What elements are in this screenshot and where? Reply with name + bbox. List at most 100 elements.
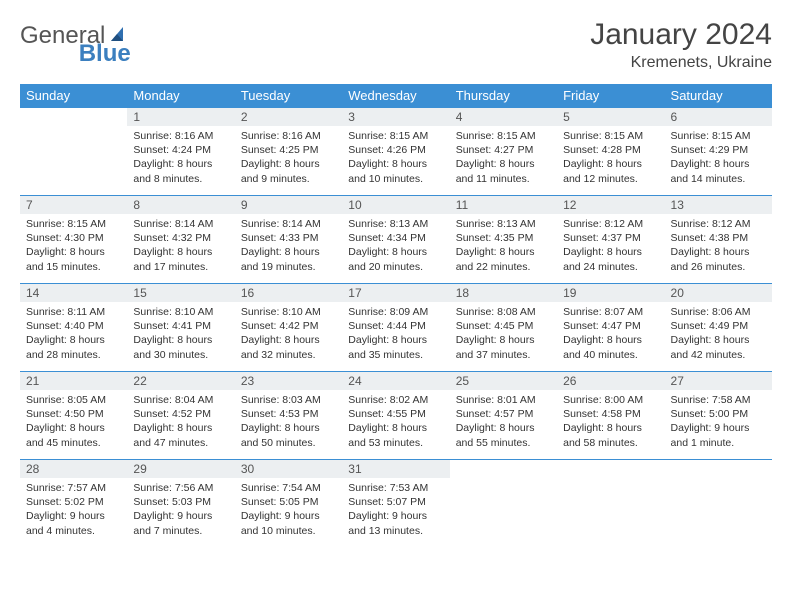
day-number: 15 [127, 284, 234, 302]
sunrise-text: Sunrise: 7:57 AM [26, 481, 121, 495]
calendar-cell: 2Sunrise: 8:16 AMSunset: 4:25 PMDaylight… [235, 108, 342, 196]
calendar-cell: 30Sunrise: 7:54 AMSunset: 5:05 PMDayligh… [235, 460, 342, 548]
day-number: 29 [127, 460, 234, 478]
sunset-text: Sunset: 4:49 PM [671, 319, 766, 333]
calendar-cell: 29Sunrise: 7:56 AMSunset: 5:03 PMDayligh… [127, 460, 234, 548]
sunrise-text: Sunrise: 8:12 AM [563, 217, 658, 231]
sunrise-text: Sunrise: 8:14 AM [133, 217, 228, 231]
brand-text-2: Blue [79, 40, 131, 67]
daylight-text: Daylight: 8 hours and 30 minutes. [133, 333, 228, 361]
sunset-text: Sunset: 4:37 PM [563, 231, 658, 245]
daylight-text: Daylight: 8 hours and 12 minutes. [563, 157, 658, 185]
sunset-text: Sunset: 4:27 PM [456, 143, 551, 157]
day-number: 11 [450, 196, 557, 214]
sunset-text: Sunset: 4:33 PM [241, 231, 336, 245]
sunrise-text: Sunrise: 8:15 AM [26, 217, 121, 231]
page-header: General January 2024 Kremenets, Ukraine [20, 18, 772, 72]
calendar-cell: 15 Sunrise: 8:10 AMSunset: 4:41 PMDayligh… [127, 284, 234, 372]
weekday-header: Thursday [450, 84, 557, 108]
sunrise-text: Sunrise: 8:06 AM [671, 305, 766, 319]
sunrise-text: Sunrise: 8:11 AM [26, 305, 121, 319]
sunrise-text: Sunrise: 7:56 AM [133, 481, 228, 495]
sunrise-text: Sunrise: 7:54 AM [241, 481, 336, 495]
day-number: 3 [342, 108, 449, 126]
day-details: Sunrise: 8:15 AMSunset: 4:30 PMDaylight:… [20, 214, 127, 278]
day-number: 6 [665, 108, 772, 126]
calendar-cell: 11Sunrise: 8:13 AMSunset: 4:35 PMDayligh… [450, 196, 557, 284]
day-details: Sunrise: 8:16 AMSunset: 4:24 PMDaylight:… [127, 126, 234, 190]
sunrise-text: Sunrise: 8:15 AM [456, 129, 551, 143]
sunset-text: Sunset: 4:53 PM [241, 407, 336, 421]
day-number: 25 [450, 372, 557, 390]
calendar-table: Sunday Monday Tuesday Wednesday Thursday… [20, 84, 772, 548]
sunrise-text: Sunrise: 8:12 AM [671, 217, 766, 231]
day-details: Sunrise: 8:12 AMSunset: 4:38 PMDaylight:… [665, 214, 772, 278]
calendar-cell: 27Sunrise: 7:58 AMSunset: 5:00 PMDayligh… [665, 372, 772, 460]
calendar-cell: 22Sunrise: 8:04 AMSunset: 4:52 PMDayligh… [127, 372, 234, 460]
calendar-cell: 26Sunrise: 8:00 AMSunset: 4:58 PMDayligh… [557, 372, 664, 460]
day-details: Sunrise: 7:57 AMSunset: 5:02 PMDaylight:… [20, 478, 127, 542]
daylight-text: Daylight: 8 hours and 26 minutes. [671, 245, 766, 273]
sunset-text: Sunset: 4:40 PM [26, 319, 121, 333]
calendar-cell: 9Sunrise: 8:14 AMSunset: 4:33 PMDaylight… [235, 196, 342, 284]
day-details: Sunrise: 7:54 AMSunset: 5:05 PMDaylight:… [235, 478, 342, 542]
daylight-text: Daylight: 9 hours and 7 minutes. [133, 509, 228, 537]
day-number: 22 [127, 372, 234, 390]
weekday-header: Sunday [20, 84, 127, 108]
weekday-header: Saturday [665, 84, 772, 108]
sunset-text: Sunset: 4:34 PM [348, 231, 443, 245]
daylight-text: Daylight: 8 hours and 50 minutes. [241, 421, 336, 449]
sunset-text: Sunset: 4:30 PM [26, 231, 121, 245]
day-number: 31 [342, 460, 449, 478]
sunset-text: Sunset: 4:45 PM [456, 319, 551, 333]
day-number: 23 [235, 372, 342, 390]
day-number: 12 [557, 196, 664, 214]
day-details: Sunrise: 8:15 AMSunset: 4:27 PMDaylight:… [450, 126, 557, 190]
daylight-text: Daylight: 8 hours and 58 minutes. [563, 421, 658, 449]
calendar-cell: 7Sunrise: 8:15 AMSunset: 4:30 PMDaylight… [20, 196, 127, 284]
daylight-text: Daylight: 8 hours and 40 minutes. [563, 333, 658, 361]
sunrise-text: Sunrise: 8:07 AM [563, 305, 658, 319]
sunset-text: Sunset: 5:02 PM [26, 495, 121, 509]
location-subtitle: Kremenets, Ukraine [590, 54, 772, 72]
calendar-cell: 17Sunrise: 8:09 AMSunset: 4:44 PMDayligh… [342, 284, 449, 372]
sunrise-text: Sunrise: 8:10 AM [133, 305, 228, 319]
day-number: 28 [20, 460, 127, 478]
calendar-cell: 23Sunrise: 8:03 AMSunset: 4:53 PMDayligh… [235, 372, 342, 460]
day-details: Sunrise: 7:53 AMSunset: 5:07 PMDaylight:… [342, 478, 449, 542]
day-details: Sunrise: 8:14 AMSunset: 4:32 PMDaylight:… [127, 214, 234, 278]
calendar-row: 14Sunrise: 8:11 AMSunset: 4:40 PMDayligh… [20, 284, 772, 372]
day-details: Sunrise: 8:08 AMSunset: 4:45 PMDaylight:… [450, 302, 557, 366]
day-details: Sunrise: 8:15 AMSunset: 4:28 PMDaylight:… [557, 126, 664, 190]
calendar-body: 1Sunrise: 8:16 AMSunset: 4:24 PMDaylight… [20, 108, 772, 548]
weekday-header: Monday [127, 84, 234, 108]
sunset-text: Sunset: 4:25 PM [241, 143, 336, 157]
day-number: 27 [665, 372, 772, 390]
daylight-text: Daylight: 9 hours and 1 minute. [671, 421, 766, 449]
day-number: 14 [20, 284, 127, 302]
calendar-cell: 24Sunrise: 8:02 AMSunset: 4:55 PMDayligh… [342, 372, 449, 460]
day-details: Sunrise: 8:14 AMSunset: 4:33 PMDaylight:… [235, 214, 342, 278]
day-details: Sunrise: 8:11 AMSunset: 4:40 PMDaylight:… [20, 302, 127, 366]
sunrise-text: Sunrise: 8:13 AM [456, 217, 551, 231]
sunset-text: Sunset: 4:41 PM [133, 319, 228, 333]
day-details: Sunrise: 8:16 AMSunset: 4:25 PMDaylight:… [235, 126, 342, 190]
daylight-text: Daylight: 9 hours and 13 minutes. [348, 509, 443, 537]
day-details: Sunrise: 8:06 AMSunset: 4:49 PMDaylight:… [665, 302, 772, 366]
calendar-cell: 16Sunrise: 8:10 AMSunset: 4:42 PMDayligh… [235, 284, 342, 372]
calendar-cell: 14Sunrise: 8:11 AMSunset: 4:40 PMDayligh… [20, 284, 127, 372]
day-number: 4 [450, 108, 557, 126]
sunrise-text: Sunrise: 8:14 AM [241, 217, 336, 231]
day-details: Sunrise: 8:13 AMSunset: 4:34 PMDaylight:… [342, 214, 449, 278]
daylight-text: Daylight: 8 hours and 35 minutes. [348, 333, 443, 361]
calendar-cell: 19Sunrise: 8:07 AMSunset: 4:47 PMDayligh… [557, 284, 664, 372]
day-number: 1 [127, 108, 234, 126]
calendar-cell: 13Sunrise: 8:12 AMSunset: 4:38 PMDayligh… [665, 196, 772, 284]
sunset-text: Sunset: 4:52 PM [133, 407, 228, 421]
sunset-text: Sunset: 4:28 PM [563, 143, 658, 157]
sunset-text: Sunset: 4:32 PM [133, 231, 228, 245]
daylight-text: Daylight: 8 hours and 17 minutes. [133, 245, 228, 273]
day-details: Sunrise: 8:09 AMSunset: 4:44 PMDaylight:… [342, 302, 449, 366]
daylight-text: Daylight: 8 hours and 55 minutes. [456, 421, 551, 449]
day-details: Sunrise: 8:15 AMSunset: 4:29 PMDaylight:… [665, 126, 772, 190]
